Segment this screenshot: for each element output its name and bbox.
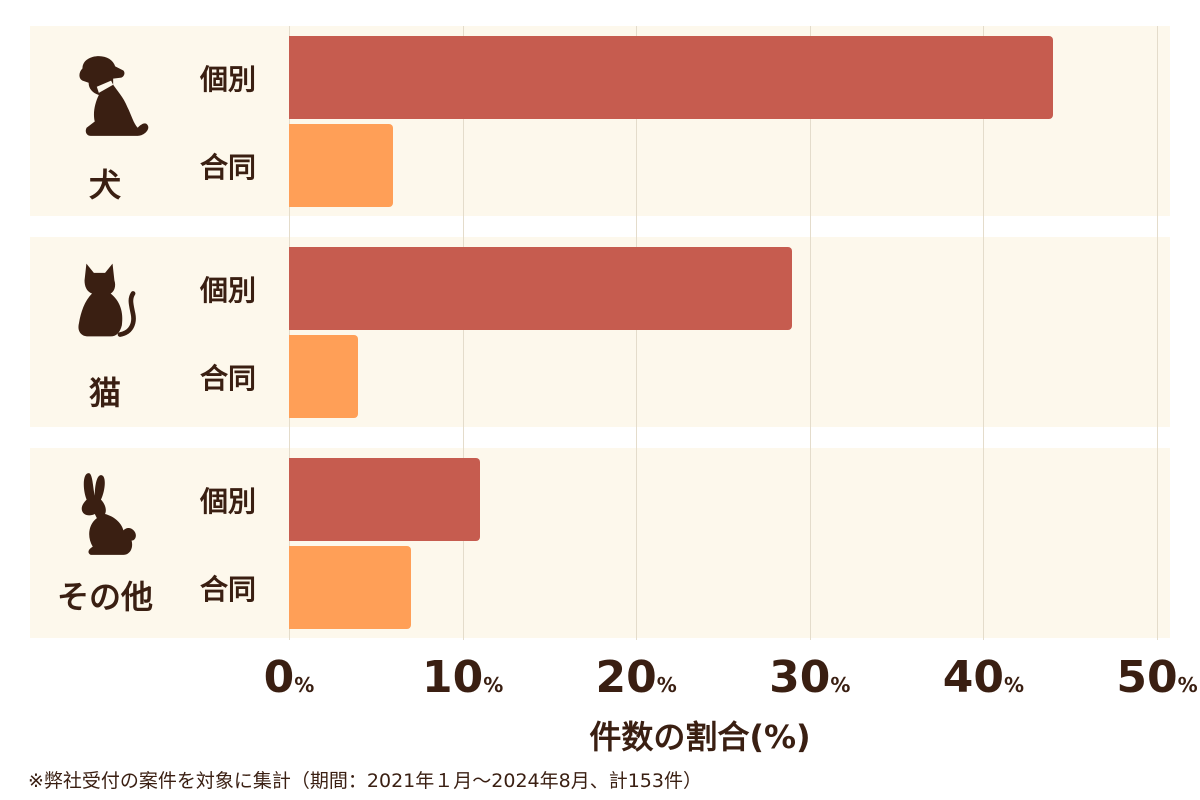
gridline [1157, 26, 1158, 640]
x-tick-label: 0% [263, 652, 315, 703]
gridline [289, 26, 290, 640]
group-band [30, 448, 1170, 638]
x-tick-label: 30% [769, 652, 851, 703]
series-label: 合同 [200, 151, 257, 184]
series-label: 合同 [200, 573, 257, 606]
group-label: 猫 [88, 374, 121, 412]
x-tick-label: 40% [942, 652, 1025, 703]
x-tick-label: 20% [595, 652, 677, 703]
gridline [462, 26, 464, 640]
cat-icon [64, 256, 148, 348]
series-label: 個別 [200, 485, 257, 518]
bar-joint [289, 335, 359, 418]
x-tick-label: 10% [421, 652, 504, 703]
group-label: その他 [56, 578, 153, 616]
group-label: 犬 [88, 166, 121, 204]
bar-joint [289, 124, 394, 207]
footnote: ※弊社受付の案件を対象に集計（期間：2021年１月～2024年8月、計153件） [28, 770, 702, 792]
gridline [983, 26, 985, 640]
x-tick-label: 50% [1116, 652, 1198, 703]
series-label: 個別 [200, 274, 257, 307]
gridline [809, 26, 811, 640]
bar-joint [289, 546, 411, 629]
bar-individual [289, 36, 1053, 119]
rabbit-icon [58, 468, 150, 566]
series-label: 個別 [200, 63, 257, 96]
bar-individual [289, 458, 480, 541]
bar-individual [289, 247, 793, 330]
series-label: 合同 [200, 362, 257, 395]
gridline [636, 26, 638, 640]
x-axis-label: 件数の割合(%) [589, 718, 811, 756]
dog-icon [46, 50, 166, 146]
